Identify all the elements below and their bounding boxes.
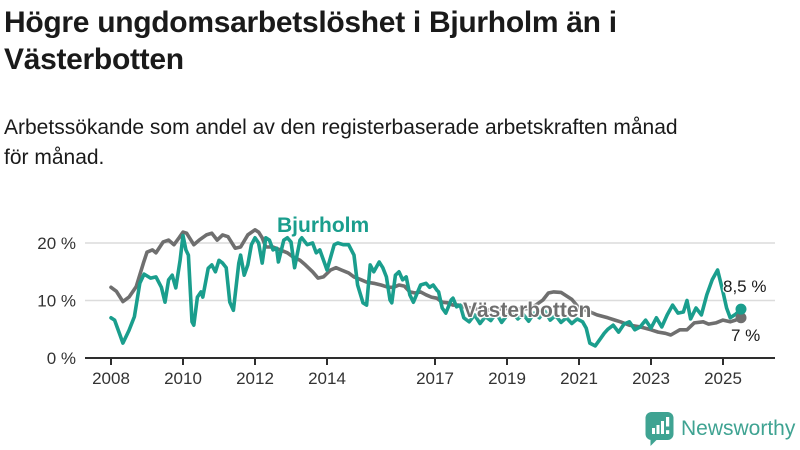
x-tick-label: 2021 (560, 369, 598, 388)
x-tick-label: 2025 (704, 369, 742, 388)
x-tick-label: 2010 (164, 369, 202, 388)
newsworthy-brand-link[interactable]: Newsworthy (645, 412, 795, 446)
newsworthy-brand-text: Newsworthy (681, 417, 796, 440)
y-tick-label: 0 % (47, 349, 76, 368)
x-tick-label: 2008 (92, 369, 130, 388)
x-tick-label: 2012 (236, 369, 274, 388)
title-line-2: Västerbotten (4, 43, 184, 76)
chart-subtitle: Arbetssökande som andel av den registerb… (4, 113, 784, 173)
bjurholm-line (109, 233, 743, 348)
vasterbotten-line (109, 228, 743, 337)
subtitle-line-1: Arbetssökande som andel av den registerb… (4, 116, 678, 139)
bjurholm-end-dot (735, 303, 747, 315)
series-label-bjurholm: Bjurholm (277, 214, 370, 237)
title-line-1: Högre ungdomsarbetslöshet i Bjurholm än … (4, 6, 617, 39)
end-value-label-vasterbotten: 7 % (731, 326, 761, 345)
page-title: Högre ungdomsarbetslöshet i Bjurholm än … (4, 4, 744, 78)
x-tick-label: 2014 (308, 369, 346, 388)
end-value-label-bjurholm: 8,5 % (723, 277, 767, 296)
newsworthy-logo-icon (645, 412, 674, 446)
subtitle-line-2: för månad. (4, 146, 105, 169)
y-tick-label: 10 % (37, 292, 76, 311)
series-label-vasterbotten: Västerbotten (463, 299, 592, 322)
y-tick-label: 20 % (37, 234, 76, 253)
vasterbotten-end-dot (735, 312, 747, 324)
x-tick-label: 2019 (488, 369, 526, 388)
x-tick-label: 2023 (632, 369, 670, 388)
x-tick-label: 2017 (416, 369, 454, 388)
